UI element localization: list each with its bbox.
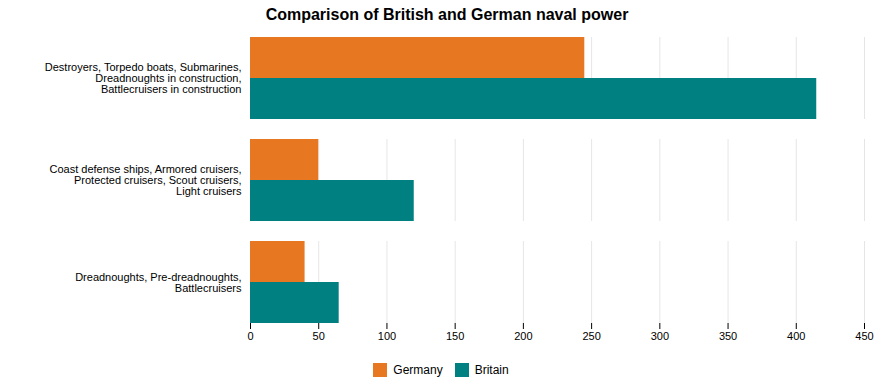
svg-text:Coast defense ships, Armored c: Coast defense ships, Armored cruisers,Pr… [50, 163, 242, 197]
svg-text:250: 250 [582, 330, 600, 342]
svg-text:100: 100 [378, 330, 396, 342]
svg-text:0: 0 [247, 330, 253, 342]
svg-text:Dreadnoughts, Pre-dreadnoughts: Dreadnoughts, Pre-dreadnoughts,Battlecru… [75, 271, 242, 294]
svg-text:400: 400 [787, 330, 805, 342]
svg-text:300: 300 [651, 330, 669, 342]
html-text:Germany: Germany [393, 362, 443, 377]
html-text:Comparison of British and Germ: Comparison of British and German naval p… [265, 6, 629, 23]
svg-text:150: 150 [446, 330, 464, 342]
svg-text:350: 350 [719, 330, 737, 342]
svg-text:Destroyers, Torpedo boats, Sub: Destroyers, Torpedo boats, Submarines,Dr… [45, 61, 242, 95]
svg-text:200: 200 [514, 330, 532, 342]
svg-text:450: 450 [855, 330, 873, 342]
svg-text:50: 50 [313, 330, 325, 342]
html-text:Britain: Britain [474, 362, 509, 377]
